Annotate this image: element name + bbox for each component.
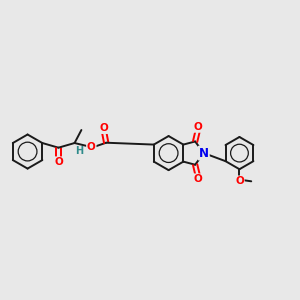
Text: O: O xyxy=(87,142,96,152)
Text: O: O xyxy=(99,123,108,133)
Text: O: O xyxy=(235,176,244,186)
Text: O: O xyxy=(54,157,63,167)
Text: H: H xyxy=(76,146,84,156)
Text: O: O xyxy=(194,174,203,184)
Text: N: N xyxy=(199,147,209,160)
Text: O: O xyxy=(194,122,203,132)
